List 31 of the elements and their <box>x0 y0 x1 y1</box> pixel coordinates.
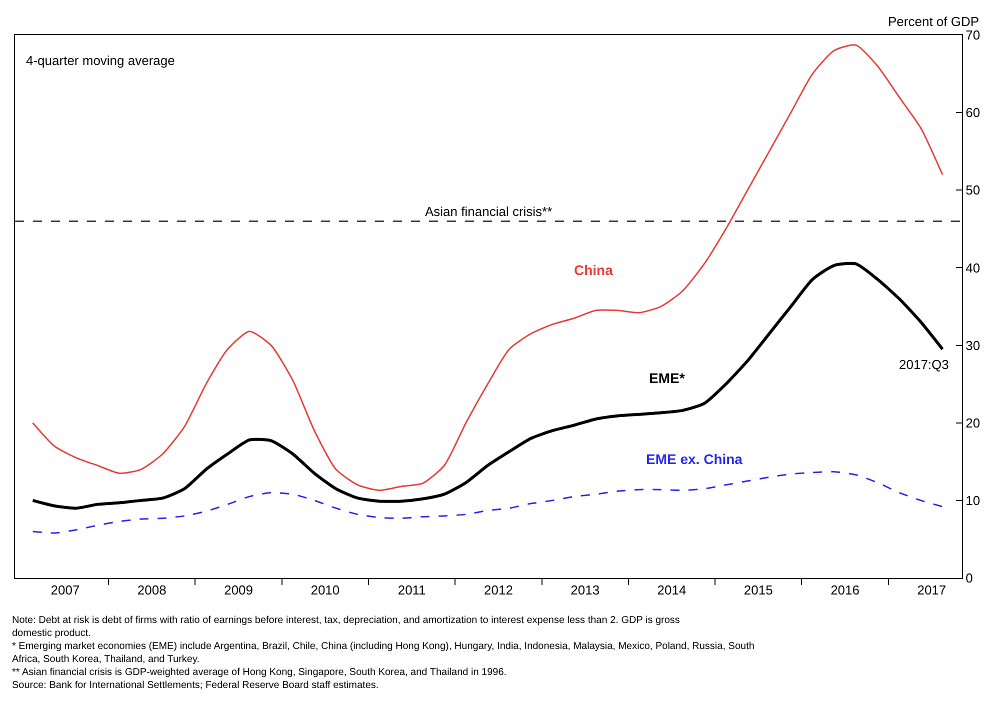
y-tick-label: 30 <box>966 338 980 353</box>
text: China <box>574 262 614 278</box>
annotation: 2017:Q3 <box>899 357 949 372</box>
y-axis-title: Percent of GDP <box>888 14 980 29</box>
y-tick-label: 20 <box>966 415 980 430</box>
y-tick-label: 0 <box>966 570 973 586</box>
text: Note: Debt at risk is debt of firms with ratio of earnings before interest, tax, depreciation, and amortization to interest expense less than 2. GDP is gross domestic product. <box>12 615 680 639</box>
x-tick-label: 2012 <box>484 582 513 598</box>
series-label: EME ex. China <box>646 451 743 467</box>
series-label: EME* <box>649 370 686 386</box>
y-tick-label: 60 <box>966 105 980 120</box>
source-note: Source: Bank for International Settlements; Federal Reserve Board staff estimates. <box>12 680 379 691</box>
y-tick-label: 50 <box>966 182 980 198</box>
text: * Emerging market economies (EME) include Argentina, Brazil, Chile, China (including Hong Kong), Hungary, India, Indonesia, Malaysia, Mexico, Poland, Russia, South Africa, South Korea, Thailand, and Turkey. <box>12 641 754 665</box>
ref-line-label: Asian financial crisis** <box>425 204 552 219</box>
x-tick-label: 2008 <box>137 582 166 598</box>
x-tick-label: 2010 <box>310 582 340 598</box>
y-tick-label: 70 <box>966 28 980 43</box>
y-tick-label: 10 <box>966 492 980 508</box>
annotation: 4-quarter moving average <box>26 53 175 68</box>
x-tick-label: 2013 <box>570 582 600 598</box>
line-series <box>32 470 944 534</box>
x-tick-label: 2015 <box>744 582 773 598</box>
x-tick-label: 2017 <box>917 582 946 598</box>
y-tick-label: 40 <box>966 260 980 276</box>
x-tick-label: 2014 <box>657 582 686 598</box>
text: ** Asian financial crisis is GDP-weighted average of Hong Kong, Singapore, South Korea, and Thailand in 1996. <box>12 667 507 678</box>
x-tick-label: 2016 <box>830 582 860 598</box>
x-tick-label: 2007 <box>50 582 80 598</box>
x-tick-label: 2009 <box>224 582 253 598</box>
x-tick-label: 2011 <box>398 582 426 598</box>
